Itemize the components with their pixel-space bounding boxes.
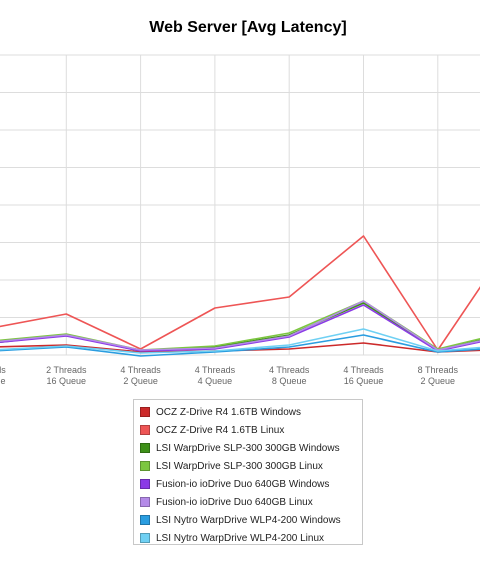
x-tick-label: 4 Threads 4 Queue (195, 365, 236, 386)
chart-grid (0, 54, 480, 356)
legend-label: LSI Nytro WarpDrive WLP4-200 Linux (156, 532, 325, 544)
legend-label: Fusion-io ioDrive Duo 640GB Linux (156, 496, 313, 508)
legend-item: OCZ Z-Drive R4 1.6TB Linux (134, 421, 362, 439)
legend-swatch (140, 479, 150, 489)
x-tick-label: 4 Threads 2 Queue (120, 365, 161, 386)
legend-swatch (140, 515, 150, 525)
series-line (0, 342, 480, 353)
legend-label: OCZ Z-Drive R4 1.6TB Linux (156, 424, 285, 436)
series-line (0, 334, 480, 357)
legend-item: LSI Nytro WarpDrive WLP4-200 Linux (134, 529, 362, 547)
x-tick-label: hreadsQueue (0, 365, 6, 386)
legend-swatch (140, 407, 150, 417)
legend-swatch (140, 497, 150, 507)
legend-label: LSI Nytro WarpDrive WLP4-200 Windows (156, 514, 341, 526)
series-line (0, 300, 480, 351)
legend-swatch (140, 443, 150, 453)
x-tick-label: 4 Threads 8 Queue (269, 365, 310, 386)
chart-legend: OCZ Z-Drive R4 1.6TB Windows OCZ Z-Drive … (133, 399, 363, 545)
legend-item: LSI WarpDrive SLP-300 300GB Linux (134, 457, 362, 475)
legend-swatch (140, 533, 150, 543)
legend-label: LSI WarpDrive SLP-300 300GB Linux (156, 460, 323, 472)
chart-title: Web Server [Avg Latency] (149, 19, 347, 36)
legend-item: LSI Nytro WarpDrive WLP4-200 Windows (134, 511, 362, 529)
legend-label: Fusion-io ioDrive Duo 640GB Windows (156, 478, 330, 490)
series-lines (0, 235, 480, 357)
legend-swatch (140, 461, 150, 471)
series-line (0, 304, 480, 352)
x-tick-label: 4 Threads 16 Queue (343, 365, 384, 386)
x-tick-label: 8 Threads 2 Queue (418, 365, 459, 386)
legend-item: OCZ Z-Drive R4 1.6TB Windows (134, 403, 362, 421)
legend-item: Fusion-io ioDrive Duo 640GB Linux (134, 493, 362, 511)
legend-item: Fusion-io ioDrive Duo 640GB Windows (134, 475, 362, 493)
legend-label: OCZ Z-Drive R4 1.6TB Windows (156, 406, 302, 418)
legend-label: LSI WarpDrive SLP-300 300GB Windows (156, 442, 340, 454)
legend-swatch (140, 425, 150, 435)
x-tick-label: 2 Threads 16 Queue (46, 365, 87, 386)
series-line (0, 235, 480, 351)
series-line (0, 328, 480, 354)
legend-item: LSI WarpDrive SLP-300 300GB Windows (134, 439, 362, 457)
